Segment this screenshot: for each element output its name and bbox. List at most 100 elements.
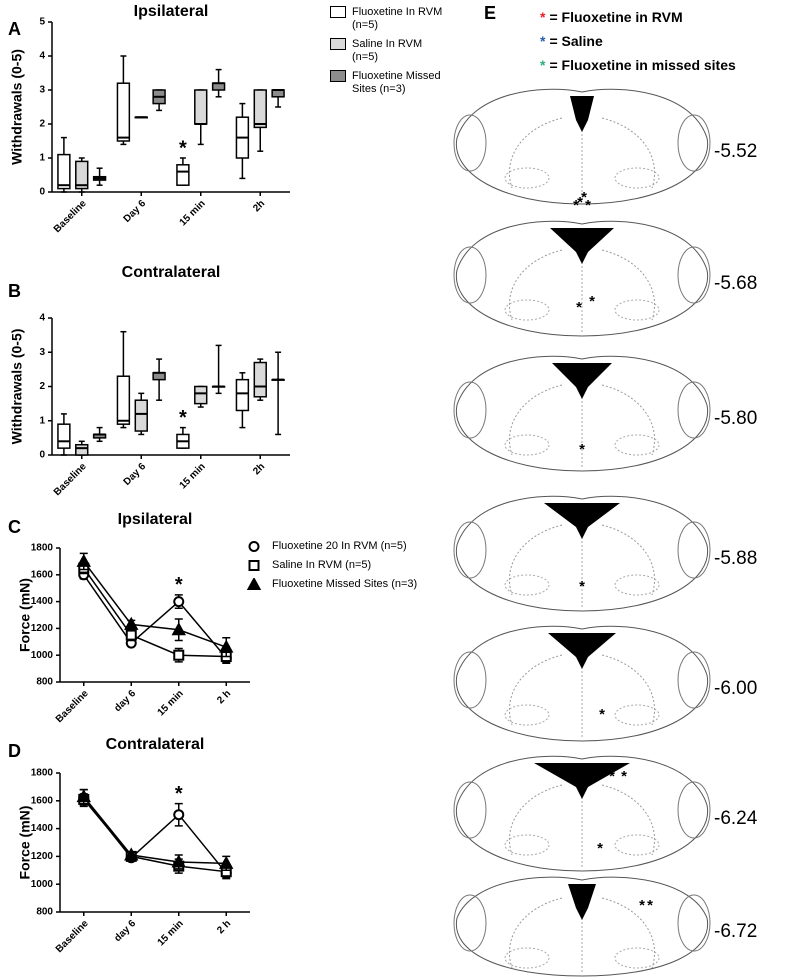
ventricle [570,96,594,132]
legend-label: = Fluoxetine in missed sites [549,57,736,73]
nucleus [614,834,660,856]
chart-title: Ipsilateral [118,511,193,528]
box [235,378,250,412]
legend-item: Saline In RVM (n=5) [242,559,452,572]
flocculus [453,246,487,304]
flocculus [453,651,487,709]
section-label: -5.88 [714,548,757,569]
box [271,89,285,98]
section-label: -5.80 [714,408,757,429]
box [75,160,89,190]
chart-title: Ipsilateral [134,3,209,20]
brain-section: * [453,495,711,612]
panel-letter: B [8,281,21,301]
x-tick-label: 15 min [178,198,208,228]
box [194,385,208,405]
y-tick-label: 0 [39,187,45,198]
site-marker: * [647,897,653,914]
x-tick-label: Baseline [52,461,89,498]
x-tick-label: 2 h [215,918,233,936]
box [57,423,71,449]
tract [508,117,563,189]
line-series [76,552,234,658]
nucleus [614,574,660,596]
legend-marker [246,578,262,590]
annotation: * [175,574,183,596]
legend-marker [248,541,260,552]
x-tick-label: 15 min [156,688,186,718]
tract [601,784,656,856]
legend-label: Fluoxetine In RVM (n=5) [352,6,443,31]
flocculus [453,381,487,439]
legend-label: Saline In RVM (n=5) [352,38,423,63]
line [83,798,227,873]
brain-section: ** [453,220,711,337]
legend: Fluoxetine In RVM (n=5) Saline In RVM (n=… [330,6,448,102]
y-tick-label: 1600 [31,795,54,806]
nucleus [504,434,550,456]
legend-item: Fluoxetine Missed Sites (n=3) [242,578,452,591]
y-tick-label: 1400 [31,823,54,834]
y-tick-label: 1200 [31,851,54,862]
legend-item: Fluoxetine In RVM (n=5) [330,6,448,32]
chart-title: Contralateral [122,264,221,281]
box [253,361,267,398]
marker [173,809,185,821]
box [176,164,190,186]
x-tick-label: Baseline [52,198,89,235]
nucleus [614,434,660,456]
nucleus [504,947,550,969]
flocculus [677,246,711,304]
line-series [76,788,234,872]
marker [76,789,91,803]
marker [173,596,185,608]
annotation: * [175,783,183,805]
legend-item: * = Fluoxetine in missed sites [540,57,736,73]
site-marker: * [573,197,579,214]
box-series [92,344,285,443]
x-tick-label: 2h [251,461,267,477]
y-tick-label: 1400 [31,596,54,607]
tract [601,117,656,189]
x-tick-label: Baseline [54,918,91,955]
tract [508,654,563,726]
box-series [75,89,267,193]
marker [219,639,234,653]
y-tick-label: 2 [39,381,45,392]
tract [601,897,656,969]
site-marker: * [576,299,582,316]
ventricle [550,228,614,264]
site-marker: * [597,840,603,857]
marker [248,541,260,552]
tract [508,897,563,969]
legend-label: = Saline [549,33,603,49]
ventricle [548,633,616,669]
y-tick-label: 1800 [31,768,54,779]
flocculus [677,114,711,172]
legend-item: * = Saline [540,33,603,49]
site-marker: * [639,897,645,914]
y-tick-label: 800 [36,677,53,688]
ventricle [544,503,620,539]
line [83,796,227,865]
section-label: -6.72 [714,921,757,942]
site-marker: * [579,578,585,595]
nucleus [614,704,660,726]
box [134,399,148,432]
marker [219,855,234,869]
annotation: * [179,407,187,429]
nucleus [504,299,550,321]
box [253,89,267,129]
nucleus [614,167,660,189]
panel-letter: D [8,741,21,761]
legend-symbol: * [540,57,546,73]
brain-section: * * * [453,755,711,872]
flocculus [453,114,487,172]
site-marker: * [585,197,591,214]
box [152,372,166,381]
box-series [57,330,250,456]
section-label: -5.52 [714,141,757,162]
y-tick-label: 1800 [31,543,54,554]
y-tick-label: 3 [39,347,45,358]
